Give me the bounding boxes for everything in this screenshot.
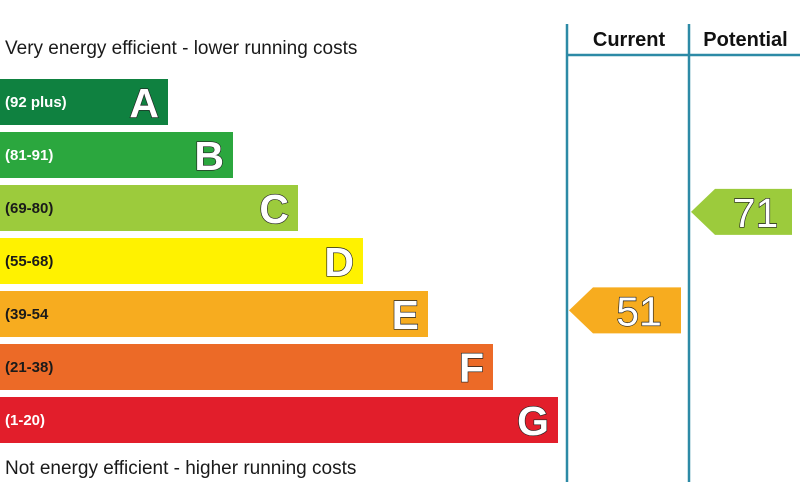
- band-letter-b: B: [194, 133, 224, 179]
- band-bar-b: [0, 132, 233, 178]
- band-range-e: (39-54: [5, 306, 49, 323]
- band-bar-d: [0, 238, 363, 284]
- band-letter-e: E: [392, 292, 419, 338]
- band-range-b: (81-91): [5, 147, 53, 164]
- band-letter-a: A: [129, 80, 159, 126]
- bottom-caption: Not energy efficient - higher running co…: [5, 458, 357, 479]
- band-letter-c: C: [259, 186, 289, 232]
- band-range-f: (21-38): [5, 359, 53, 376]
- column-header-potential: Potential: [703, 29, 787, 51]
- band-bar-c: [0, 185, 298, 231]
- band-range-c: (69-80): [5, 200, 53, 217]
- rating-value-current: 51: [616, 288, 662, 334]
- column-header-current: Current: [593, 29, 666, 51]
- band-letter-g: G: [517, 398, 549, 444]
- band-letter-d: D: [324, 239, 354, 285]
- band-range-g: (1-20): [5, 412, 45, 429]
- band-bar-e: [0, 291, 428, 337]
- rating-arrow-current: [569, 287, 681, 334]
- band-range-a: (92 plus): [5, 94, 67, 111]
- top-caption: Very energy efficient - lower running co…: [5, 38, 358, 59]
- rating-arrow-potential: [691, 188, 792, 235]
- band-bar-f: [0, 344, 493, 390]
- band-bar-g: [0, 397, 558, 443]
- band-bar-a: [0, 79, 168, 125]
- rating-value-potential: 71: [733, 190, 779, 236]
- band-letter-f: F: [459, 345, 484, 391]
- band-range-d: (55-68): [5, 253, 53, 270]
